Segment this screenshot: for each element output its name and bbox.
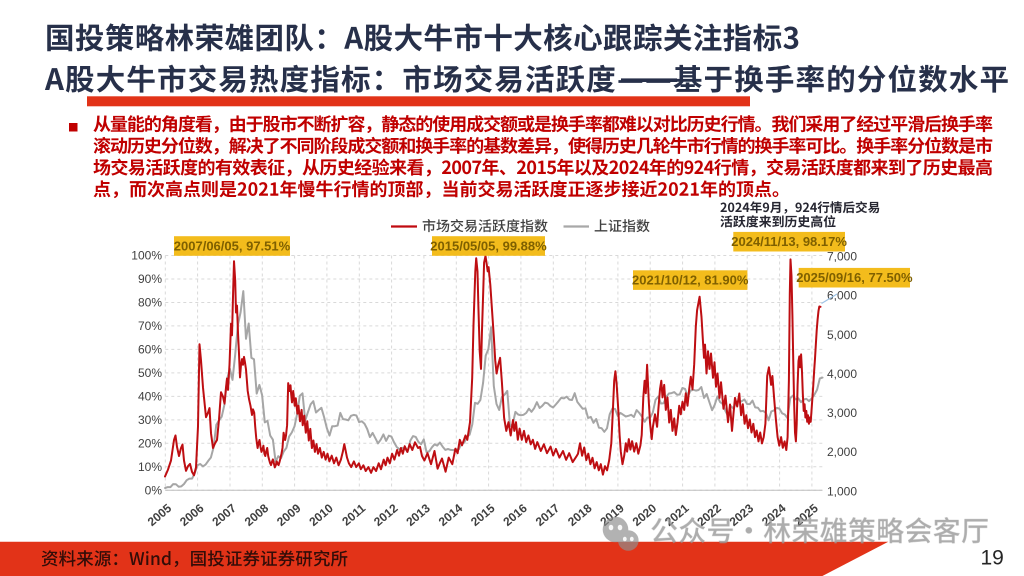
svg-text:60%: 60% — [138, 343, 162, 357]
svg-text:2021/10/12, 81.90%: 2021/10/12, 81.90% — [632, 273, 749, 288]
svg-text:2,000: 2,000 — [827, 445, 857, 459]
svg-text:2005: 2005 — [145, 501, 175, 529]
svg-text:50%: 50% — [138, 366, 162, 380]
svg-text:2017: 2017 — [533, 501, 563, 529]
svg-text:30%: 30% — [138, 413, 162, 427]
svg-text:2015: 2015 — [468, 501, 498, 529]
svg-text:7,000: 7,000 — [827, 250, 857, 264]
svg-text:2016: 2016 — [500, 501, 530, 529]
svg-text:2007/06/05, 97.51%: 2007/06/05, 97.51% — [174, 238, 291, 253]
svg-text:1,000: 1,000 — [827, 484, 857, 498]
svg-text:40%: 40% — [138, 390, 162, 404]
svg-text:0%: 0% — [145, 484, 163, 498]
svg-text:3,000: 3,000 — [827, 406, 857, 420]
svg-text:90%: 90% — [138, 272, 162, 286]
svg-text:19: 19 — [981, 547, 1004, 570]
svg-text:10%: 10% — [138, 460, 162, 474]
svg-text:4,000: 4,000 — [827, 367, 857, 381]
svg-text:70%: 70% — [138, 319, 162, 333]
svg-text:2013: 2013 — [403, 501, 433, 529]
svg-text:2025/09/16, 77.50%: 2025/09/16, 77.50% — [796, 270, 913, 285]
svg-text:2012: 2012 — [371, 501, 401, 529]
svg-text:2008: 2008 — [242, 501, 272, 529]
svg-text:2023: 2023 — [727, 501, 757, 529]
svg-text:100%: 100% — [131, 249, 162, 263]
svg-text:5,000: 5,000 — [827, 328, 857, 342]
svg-text:2006: 2006 — [177, 501, 207, 529]
svg-text:20%: 20% — [138, 437, 162, 451]
svg-text:80%: 80% — [138, 296, 162, 310]
svg-text:2015/05/05, 99.88%: 2015/05/05, 99.88% — [430, 238, 547, 253]
svg-text:2020: 2020 — [630, 501, 660, 529]
svg-text:2024/11/13, 98.17%: 2024/11/13, 98.17% — [731, 234, 847, 249]
svg-text:2014: 2014 — [436, 501, 466, 529]
svg-text:2010: 2010 — [306, 501, 336, 529]
svg-text:2018: 2018 — [565, 501, 595, 529]
svg-text:2007: 2007 — [209, 501, 239, 529]
svg-text:2011: 2011 — [339, 501, 368, 529]
svg-text:2009: 2009 — [274, 501, 304, 529]
svg-text:6,000: 6,000 — [827, 289, 857, 303]
